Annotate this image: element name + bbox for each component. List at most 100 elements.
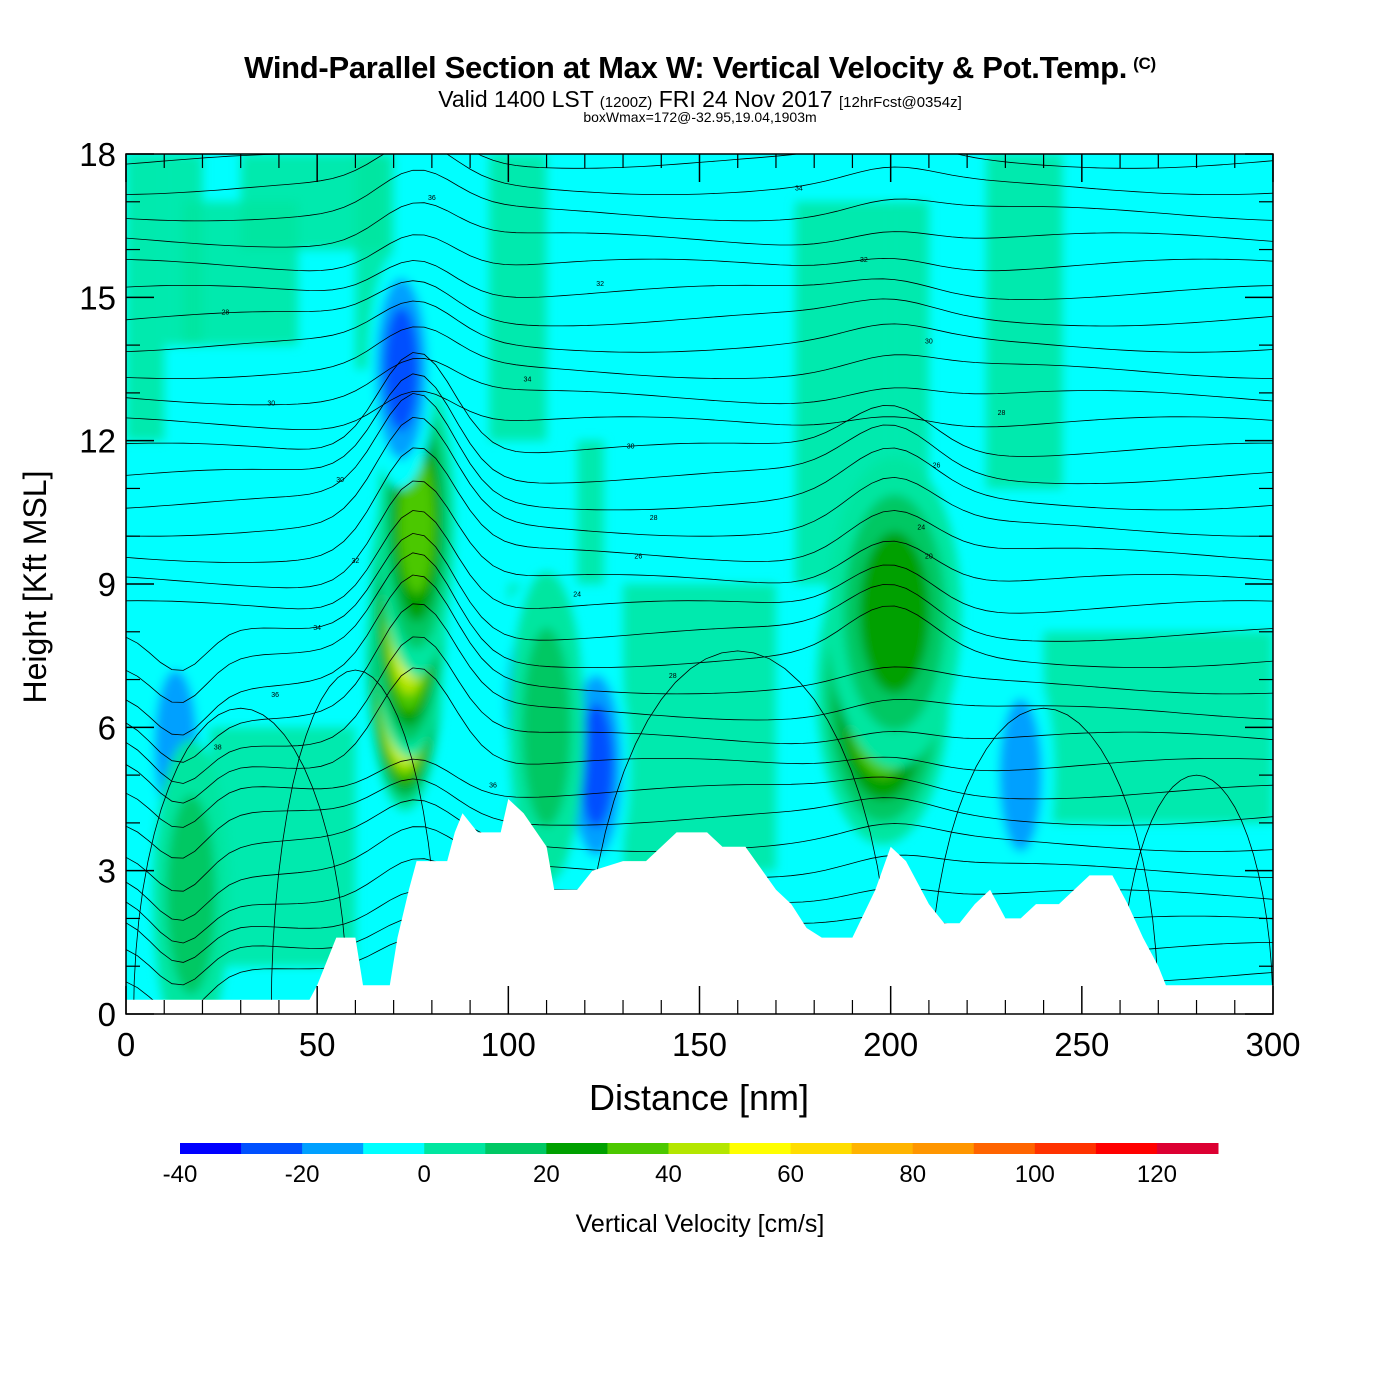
contour-label: 36 xyxy=(428,195,436,202)
y-tick-label: 6 xyxy=(98,709,116,746)
x-tick-label: 250 xyxy=(1054,1026,1109,1063)
contour-label: 28 xyxy=(650,515,658,522)
contour-label: 30 xyxy=(627,443,635,450)
theta-contour xyxy=(126,778,1273,859)
theta-contour xyxy=(270,669,440,1014)
x-tick-label: 150 xyxy=(672,1026,727,1063)
theta-contour xyxy=(126,234,1273,272)
x-tick-label: 200 xyxy=(863,1026,918,1063)
contour-label: 36 xyxy=(271,692,279,699)
contour-label: 20 xyxy=(925,553,933,560)
colorbar-swatch xyxy=(241,1143,303,1154)
theta-contour xyxy=(126,300,1273,353)
theta-contour xyxy=(126,416,1273,537)
contour-label: 32 xyxy=(352,558,360,565)
copyright-mark: (C) xyxy=(1133,54,1156,73)
chart-subtitle: Valid 1400 LST (1200Z) FRI 24 Nov 2017 [… xyxy=(0,86,1400,113)
theta-contour xyxy=(126,326,1273,379)
colorbar-tick-label: 0 xyxy=(418,1161,431,1188)
colorbar-swatch xyxy=(729,1143,792,1154)
y-tick-label: 9 xyxy=(98,566,116,603)
colorbar-swatch xyxy=(790,1143,853,1154)
contour-label: 32 xyxy=(860,257,868,264)
contour-label: 38 xyxy=(214,744,222,751)
x-tick-label: 300 xyxy=(1245,1026,1300,1063)
valid-time: Valid 1400 LST xyxy=(438,86,594,112)
colorbar-swatch xyxy=(668,1143,731,1154)
colorbar-swatch xyxy=(607,1143,669,1154)
theta-contour xyxy=(584,650,892,1014)
y-axis-label: Height [Kft MSL] xyxy=(17,471,53,704)
theta-contour xyxy=(126,390,1273,430)
colorbar-swatch xyxy=(1095,1143,1158,1154)
colorbar-swatch xyxy=(363,1143,425,1154)
box-wmax-label: boxWmax=172@-32.95,19.04,1903m xyxy=(583,109,817,125)
theta-contour xyxy=(126,280,1273,327)
colorbar-tick-label: 100 xyxy=(1015,1161,1055,1188)
contour-label: 26 xyxy=(933,463,941,470)
theta-contour xyxy=(126,447,1273,563)
y-tick-label: 15 xyxy=(79,279,116,316)
theta-contour xyxy=(126,260,1273,301)
contour-label: 34 xyxy=(795,185,803,192)
forecast-info: [12hrFcst@0354z] xyxy=(838,94,962,111)
theta-contour xyxy=(126,352,1273,457)
colorbar-swatch xyxy=(973,1143,1036,1154)
velocity-feature xyxy=(578,703,614,828)
y-tick-label: 3 xyxy=(98,853,116,890)
colorbar-swatch xyxy=(485,1143,547,1154)
velocity-feature xyxy=(166,795,216,994)
contour-label: 28 xyxy=(998,410,1006,417)
zulu-time: (1200Z) xyxy=(599,94,653,111)
theta-contour xyxy=(126,480,1273,589)
chart-title: Wind-Parallel Section at Max W: Vertical… xyxy=(0,50,1400,86)
colorbar-tick-label: -40 xyxy=(163,1161,198,1188)
contour-label: 34 xyxy=(524,377,532,384)
velocity-feature xyxy=(999,698,1043,852)
theta-contour xyxy=(928,707,1159,1014)
colorbar-swatch xyxy=(546,1143,608,1154)
contour-label: 28 xyxy=(669,673,677,680)
theta-contour xyxy=(1119,774,1273,1014)
theta-contour xyxy=(126,510,1273,614)
contour-label: 34 xyxy=(313,625,321,632)
contour-label: 30 xyxy=(267,400,275,407)
colorbar-tick-label: 60 xyxy=(777,1161,804,1188)
contour-labels: 30 28 30 32 34 36 38 36 34 32 30 28 26 24 28 36 34 32 30 28… xyxy=(214,185,1006,789)
colorbar-tick-label: -20 xyxy=(285,1161,320,1188)
colorbar-swatch xyxy=(180,1143,242,1154)
y-tick-label: 18 xyxy=(79,136,116,173)
theta-contour xyxy=(126,603,1273,763)
chart-title-text: Wind-Parallel Section at Max W: Vertical… xyxy=(244,50,1128,85)
colorbar-swatch xyxy=(912,1143,975,1154)
velocity-feature xyxy=(398,450,435,594)
colorbar-swatch xyxy=(1156,1143,1219,1154)
contour-label: 30 xyxy=(336,477,344,484)
x-tick-label: 0 xyxy=(117,1026,135,1063)
theta-contour xyxy=(126,169,1273,222)
colorbar-swatch xyxy=(1034,1143,1097,1154)
contour-label: 28 xyxy=(222,310,230,317)
y-tick-label: 12 xyxy=(79,423,116,460)
theta-contour xyxy=(126,373,1273,485)
theta-contour xyxy=(126,532,1273,671)
contour-label: 24 xyxy=(917,525,925,532)
theta-contour xyxy=(126,357,1273,406)
theta-contour xyxy=(126,758,1273,828)
colorbar-tick-label: 40 xyxy=(655,1161,682,1188)
valid-date: FRI 24 Nov 2017 xyxy=(658,86,833,112)
x-tick-label: 100 xyxy=(481,1026,536,1063)
theta-contour xyxy=(126,202,1273,248)
terrain-mask xyxy=(126,799,1273,1014)
contour-label: 24 xyxy=(573,592,581,599)
contour-label: 30 xyxy=(925,338,933,345)
velocity-feature xyxy=(522,627,572,827)
x-axis-label: Distance [nm] xyxy=(589,1077,809,1118)
x-tick-label: 50 xyxy=(299,1026,336,1063)
theta-contour xyxy=(133,707,349,1014)
colorbar-swatch xyxy=(302,1143,364,1154)
colorbar: -40 -20 0 20 40 60 80 100 120 xyxy=(163,1143,1219,1188)
colorbar-tick-label: 20 xyxy=(533,1161,560,1188)
colorbar-tick-label: 120 xyxy=(1137,1161,1177,1188)
